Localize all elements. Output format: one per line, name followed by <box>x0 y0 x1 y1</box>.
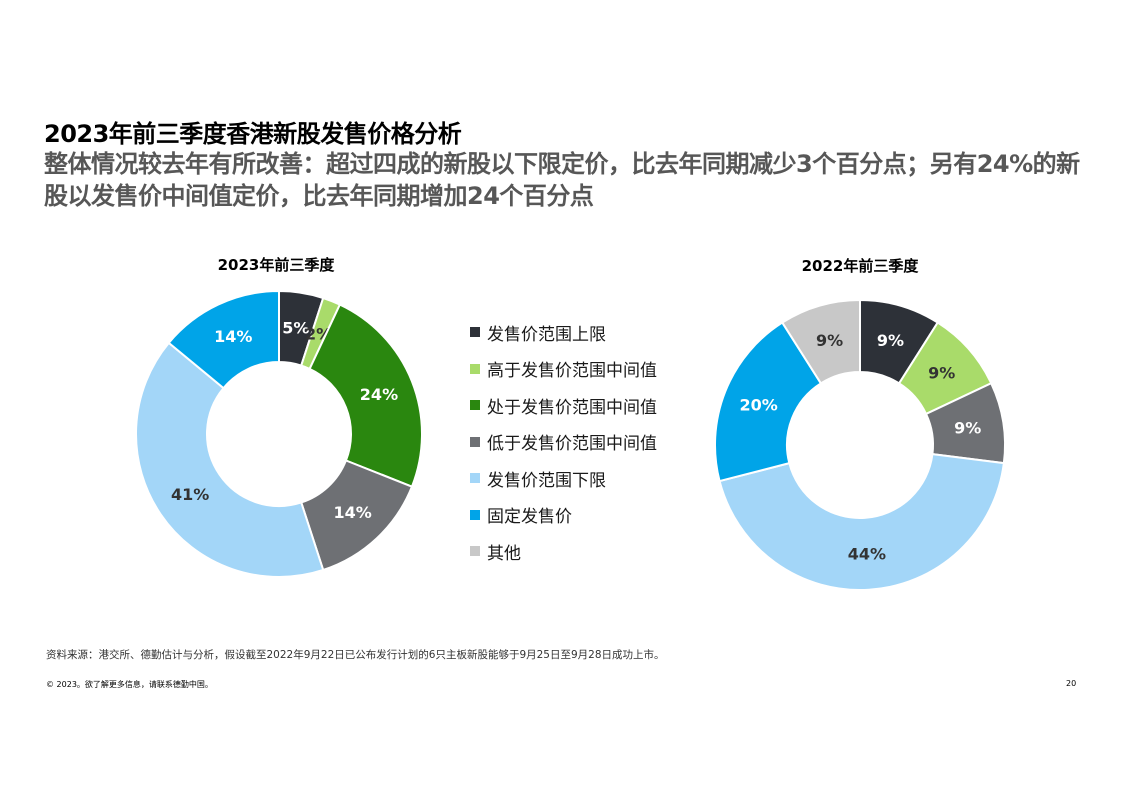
chart-legend: 发售价范围上限高于发售价范围中间值 处于发售价范围中间值 低于发售价范围中间值 发售价… <box>470 314 657 570</box>
legend-swatch <box>470 473 480 484</box>
page-title: 2023年前三季度香港新股发售价格分析 <box>44 120 462 148</box>
donut-slice <box>135 341 325 578</box>
copyright-note: © 2023。欲了解更多信息，请联系德勤中国。 <box>46 680 213 689</box>
donut-slice <box>308 303 423 488</box>
data-label: 24% <box>360 385 398 404</box>
data-label: 41% <box>171 485 209 504</box>
data-label: 20% <box>740 395 778 414</box>
legend-item: 发售价范围下限 <box>470 460 657 497</box>
legend-swatch <box>470 400 480 411</box>
legend-swatch <box>470 546 480 557</box>
data-label: 9% <box>928 363 955 382</box>
legend-item: 处于发售价范围中间值 <box>470 387 657 424</box>
page-subtitle: 整体情况较去年有所改善：超过四成的新股以下限定价，比去年同期减少3个百分点；另有… <box>44 150 1080 210</box>
data-label: 14% <box>333 503 371 522</box>
legend-label: 处于发售价范围中间值 <box>487 397 657 418</box>
legend-swatch <box>470 363 480 374</box>
data-label: 5% <box>282 318 309 337</box>
data-label: 14% <box>214 327 252 346</box>
data-label: 44% <box>848 544 886 563</box>
legend-swatch <box>470 436 480 447</box>
legend-label: 低于发售价范围中间值 <box>487 434 657 455</box>
data-label: 9% <box>877 331 904 350</box>
legend-item: 发售价范围上限 <box>470 314 657 351</box>
legend-label: 发售价范围下限 <box>487 470 606 491</box>
legend-swatch <box>470 327 480 338</box>
donut-2022: 9% 9% 9% 44% 20% 9% <box>714 298 1007 592</box>
source-note: 资料来源：港交所、德勤估计与分析，假设截至2022年9月22日已公布发行计划的6… <box>46 649 665 661</box>
donut-2023: 5%2%24%14%41%14% <box>135 289 423 578</box>
page-number: 20 <box>1066 679 1077 688</box>
data-label: 9% <box>954 418 981 437</box>
data-label: 9% <box>816 331 843 350</box>
donut-slice <box>714 321 823 483</box>
legend-item: 高于发售价范围中间值 <box>470 351 657 388</box>
legend-swatch <box>470 509 480 520</box>
legend-item: 固定发售价 <box>470 497 657 534</box>
legend-label: 发售价范围上限 <box>487 324 606 345</box>
chart-2022-title: 2022年前三季度 <box>801 257 919 275</box>
legend-label: 高于发售价范围中间值 <box>487 361 657 382</box>
legend-label: 固定发售价 <box>487 507 572 528</box>
donut-slice <box>780 298 861 385</box>
donut-slice <box>718 453 1005 592</box>
legend-item: 低于发售价范围中间值 <box>470 424 657 461</box>
legend-label: 其他 <box>487 543 521 564</box>
chart-2023-title: 2023年前三季度 <box>217 256 335 274</box>
donut-slice <box>167 289 280 390</box>
legend-item: 其他 <box>470 533 657 570</box>
